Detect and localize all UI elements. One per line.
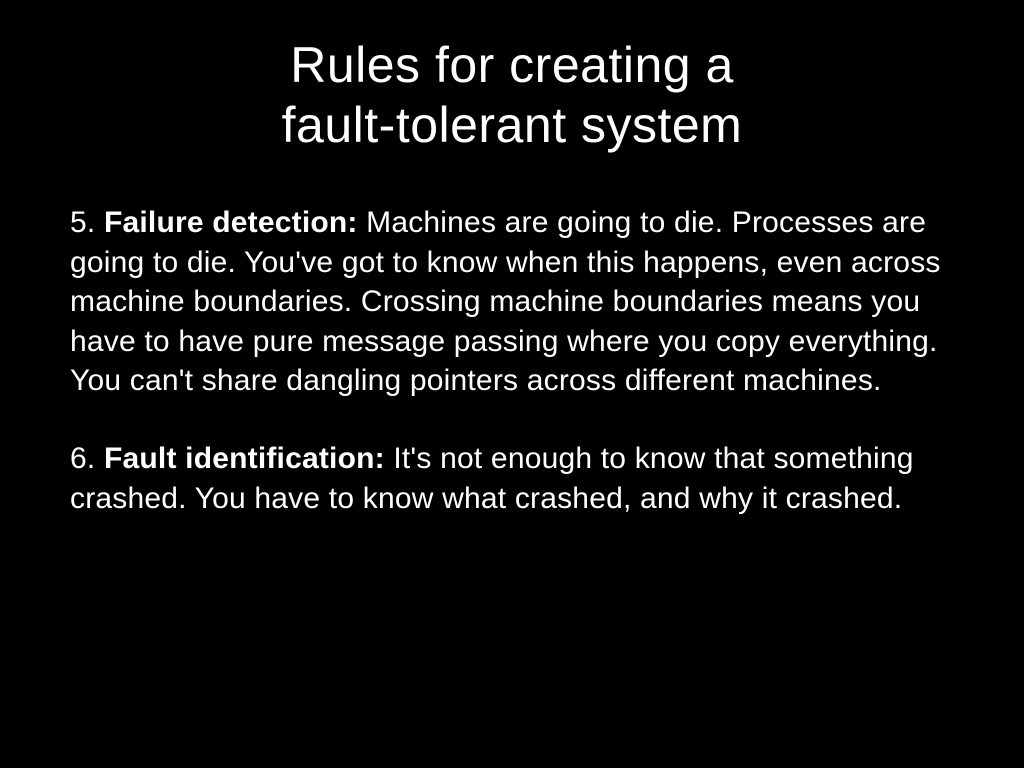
rule-number: 5.	[70, 206, 104, 239]
title-line-1: Rules for creating a	[290, 37, 734, 93]
slide-title: Rules for creating a fault-tolerant syst…	[60, 35, 964, 155]
rule-label: Fault identification:	[104, 442, 385, 475]
rule-item-5: 5. Failure detection: Machines are going…	[70, 203, 954, 401]
rule-number: 6.	[70, 442, 104, 475]
rule-label: Failure detection:	[104, 206, 358, 239]
title-line-2: fault-tolerant system	[282, 97, 743, 153]
slide-body: 5. Failure detection: Machines are going…	[60, 203, 964, 518]
rule-item-6: 6. Fault identification: It's not enough…	[70, 439, 954, 518]
slide-container: Rules for creating a fault-tolerant syst…	[0, 0, 1024, 768]
